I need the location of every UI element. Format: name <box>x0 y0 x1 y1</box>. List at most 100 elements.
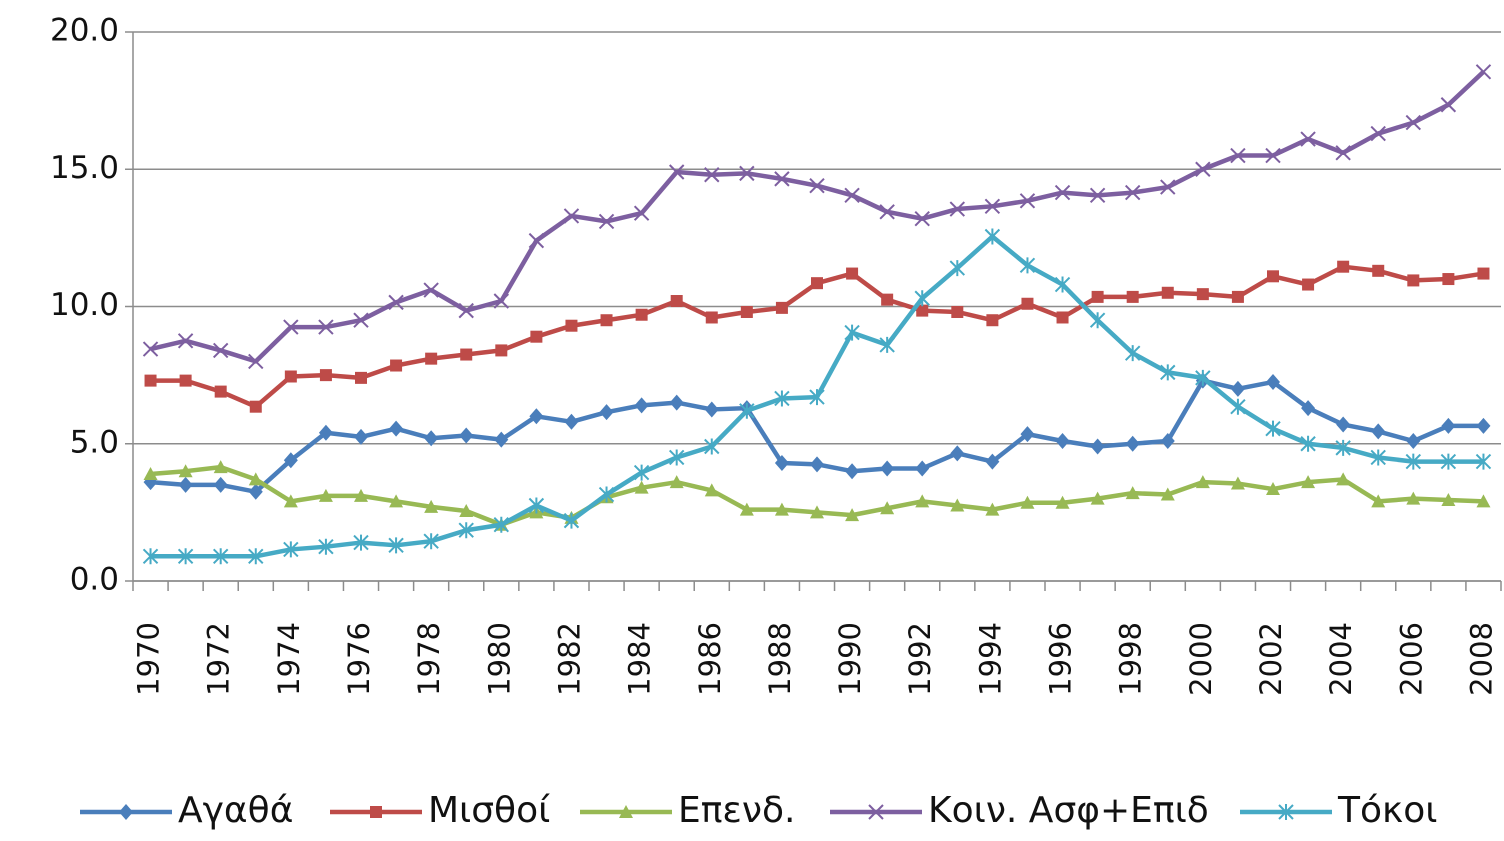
marker <box>1337 260 1350 273</box>
marker <box>809 178 825 194</box>
marker <box>142 548 159 565</box>
marker <box>213 476 228 493</box>
x-tick-label: 1986 <box>693 622 727 696</box>
marker <box>318 538 334 555</box>
marker <box>1160 433 1175 450</box>
marker <box>318 424 333 441</box>
marker <box>633 464 650 481</box>
marker <box>1442 273 1455 286</box>
y-tick-label: 10.0 <box>50 287 119 323</box>
legend-label: Μισθοί <box>428 790 550 831</box>
marker <box>774 502 789 516</box>
marker <box>1020 426 1035 443</box>
x-tick-label: 1978 <box>412 622 446 696</box>
x-tick-label: 1990 <box>833 622 867 696</box>
marker <box>810 505 824 519</box>
marker <box>914 290 930 307</box>
marker <box>1125 486 1140 500</box>
marker <box>283 319 299 335</box>
marker <box>634 397 649 414</box>
marker <box>390 359 403 372</box>
marker <box>1160 487 1175 501</box>
marker <box>868 804 884 820</box>
y-tick-label: 15.0 <box>50 150 119 186</box>
marker <box>600 314 613 327</box>
x-tick-label: 2004 <box>1324 622 1358 696</box>
marker <box>984 228 1001 245</box>
x-tick-label: 1970 <box>132 622 166 696</box>
marker <box>739 165 755 182</box>
marker <box>810 456 824 473</box>
marker <box>354 488 368 502</box>
marker <box>668 164 685 180</box>
marker <box>283 494 298 508</box>
marker <box>1372 264 1385 277</box>
marker <box>668 449 685 466</box>
marker <box>704 438 720 455</box>
marker <box>564 413 579 430</box>
marker <box>774 454 789 471</box>
marker <box>1124 184 1141 201</box>
marker <box>177 548 194 565</box>
marker <box>1266 373 1280 390</box>
marker <box>1300 131 1316 147</box>
marker <box>740 305 753 318</box>
marker <box>1335 145 1351 161</box>
marker <box>1336 472 1351 486</box>
marker <box>1055 433 1070 450</box>
marker <box>1476 417 1491 434</box>
marker <box>1302 278 1315 291</box>
x-tick-label: 2008 <box>1464 622 1498 696</box>
marker <box>142 341 159 357</box>
marker <box>1019 257 1036 274</box>
marker <box>1231 290 1244 303</box>
marker <box>1336 416 1351 433</box>
marker <box>1440 97 1457 113</box>
marker <box>845 508 860 522</box>
marker <box>212 548 229 565</box>
marker <box>1195 369 1211 386</box>
marker <box>284 370 297 383</box>
marker <box>1054 184 1071 201</box>
marker <box>319 369 332 382</box>
marker <box>1370 449 1386 466</box>
y-tick-label: 5.0 <box>70 424 119 460</box>
marker <box>1056 311 1069 324</box>
marker <box>1441 417 1456 434</box>
marker <box>1440 453 1457 470</box>
marker <box>914 210 930 227</box>
x-tick-label: 1982 <box>552 622 586 696</box>
marker <box>634 480 649 494</box>
marker <box>1124 345 1141 362</box>
marker <box>1089 187 1106 204</box>
marker <box>214 385 227 398</box>
x-tick-label: 2006 <box>1394 622 1428 696</box>
marker <box>619 805 633 818</box>
marker <box>1160 179 1176 195</box>
marker <box>1055 495 1070 509</box>
x-tick-label: 1976 <box>342 622 376 696</box>
marker <box>1267 270 1279 283</box>
marker <box>1405 114 1422 131</box>
marker <box>915 460 930 477</box>
marker <box>949 260 966 277</box>
marker <box>844 187 860 204</box>
marker <box>633 205 650 221</box>
marker <box>493 516 510 533</box>
marker <box>459 504 474 518</box>
x-tick-label: 1980 <box>482 622 516 696</box>
x-tick-label: 2002 <box>1254 622 1288 696</box>
marker <box>388 294 404 311</box>
marker <box>1125 435 1140 452</box>
marker <box>212 342 229 359</box>
marker <box>424 499 439 513</box>
marker <box>1475 453 1492 470</box>
marker <box>915 494 930 508</box>
marker <box>1230 398 1246 415</box>
marker <box>424 430 439 447</box>
marker <box>1195 475 1210 489</box>
marker <box>1278 804 1294 820</box>
marker <box>1090 438 1105 455</box>
marker <box>213 460 228 474</box>
